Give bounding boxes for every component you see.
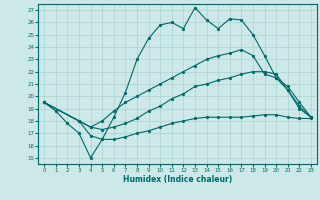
- X-axis label: Humidex (Indice chaleur): Humidex (Indice chaleur): [123, 175, 232, 184]
